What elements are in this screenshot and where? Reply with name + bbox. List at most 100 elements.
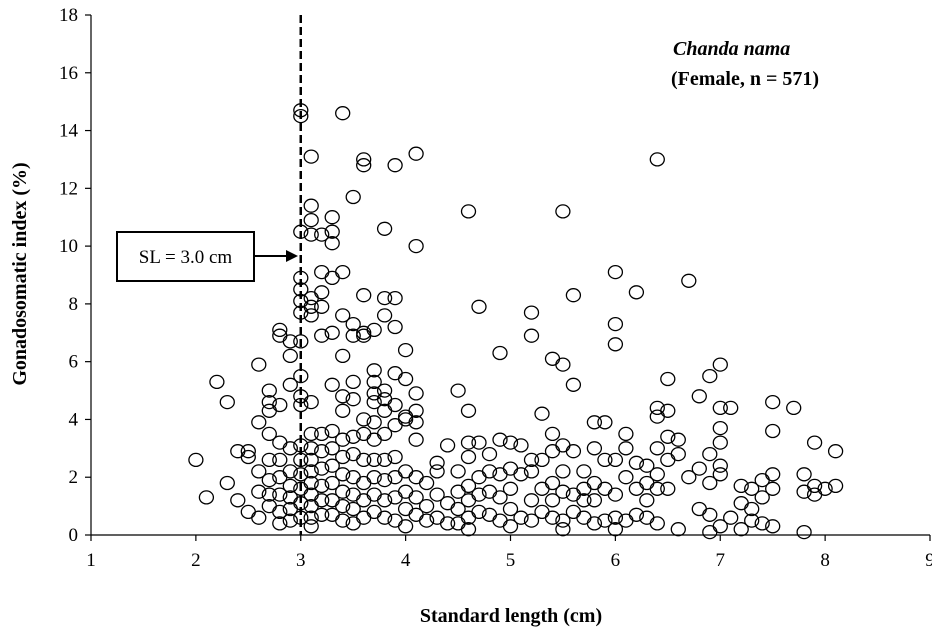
data-point [303, 212, 319, 228]
data-point [607, 522, 624, 537]
data-point [754, 516, 770, 531]
data-point [376, 221, 393, 236]
data-point [460, 435, 477, 450]
data-point [397, 484, 414, 499]
data-point [597, 415, 613, 430]
data-point [649, 516, 665, 531]
data-point [408, 490, 424, 505]
data-point [712, 467, 728, 482]
data-point [576, 493, 592, 508]
data-point [471, 299, 487, 314]
data-point [397, 501, 414, 517]
data-point [502, 519, 519, 534]
x-tick-label: 8 [820, 550, 830, 571]
data-point [660, 452, 676, 468]
data-point [397, 412, 414, 427]
data-point [670, 522, 686, 537]
data-point [618, 441, 634, 456]
data-point [523, 305, 540, 320]
data-point [607, 452, 624, 468]
data-point [607, 487, 624, 502]
data-point [460, 493, 477, 508]
x-tick-label: 9 [925, 550, 932, 571]
y-tick-label: 6 [69, 352, 79, 373]
data-point [314, 285, 330, 300]
data-point [356, 510, 372, 525]
data-point [460, 204, 477, 219]
x-tick-label: 2 [191, 550, 201, 571]
data-point [251, 357, 267, 372]
data-point [303, 519, 319, 534]
data-point [607, 264, 624, 280]
data-point [314, 461, 330, 476]
data-point [544, 351, 561, 366]
data-point [712, 435, 728, 450]
data-point [429, 487, 445, 502]
data-point [754, 490, 770, 505]
data-point [660, 403, 676, 418]
data-point [649, 481, 665, 496]
data-point [219, 394, 235, 410]
data-point [366, 374, 382, 390]
data-point [314, 227, 330, 242]
x-tick-label: 7 [716, 550, 726, 571]
data-point [345, 392, 361, 407]
data-point [219, 475, 235, 491]
data-point [261, 383, 277, 398]
data-point [356, 452, 372, 468]
data-point [492, 432, 508, 447]
data-point [607, 316, 624, 332]
data-point [303, 426, 319, 442]
data-point [733, 496, 749, 511]
y-axis-title: Gonadosomatic index (%) [9, 162, 31, 385]
data-point [418, 513, 435, 528]
data-point [387, 449, 403, 465]
data-point [314, 507, 330, 522]
data-point [660, 429, 676, 444]
data-point [251, 415, 267, 430]
data-point [597, 452, 613, 468]
data-point [376, 472, 393, 488]
data-point [796, 524, 812, 540]
data-point [314, 493, 330, 508]
data-point [786, 400, 802, 416]
data-point [397, 409, 414, 424]
data-point [282, 441, 298, 456]
data-point [607, 337, 624, 352]
data-point [555, 513, 571, 528]
data-point [240, 504, 256, 520]
data-point [555, 484, 571, 499]
data-point [702, 368, 718, 384]
data-point [544, 493, 561, 508]
data-point [314, 444, 330, 459]
data-point [586, 493, 603, 508]
y-tick-label: 10 [59, 236, 78, 257]
data-point [523, 493, 540, 508]
data-point [450, 383, 466, 398]
data-point [303, 308, 319, 323]
data-point [565, 288, 582, 303]
data-point [565, 444, 582, 459]
data-point [261, 426, 277, 442]
data-point [335, 348, 351, 364]
x-axis-ticks: 1 2 3 4 5 6 7 8 9 [86, 535, 932, 571]
data-point [282, 513, 298, 528]
data-point [492, 490, 508, 505]
data-point [314, 328, 330, 343]
data-point [471, 435, 487, 450]
data-point [282, 334, 298, 349]
data-point [376, 383, 393, 398]
data-point [376, 510, 393, 525]
data-point [303, 441, 319, 456]
data-point [827, 444, 844, 459]
data-point [314, 299, 330, 314]
data-point [681, 273, 697, 288]
data-point [366, 394, 382, 410]
data-point [639, 458, 655, 473]
data-point [282, 348, 298, 364]
callout-arrowhead [286, 250, 298, 262]
data-point [272, 487, 288, 502]
data-point [335, 308, 351, 323]
data-point [408, 238, 424, 254]
